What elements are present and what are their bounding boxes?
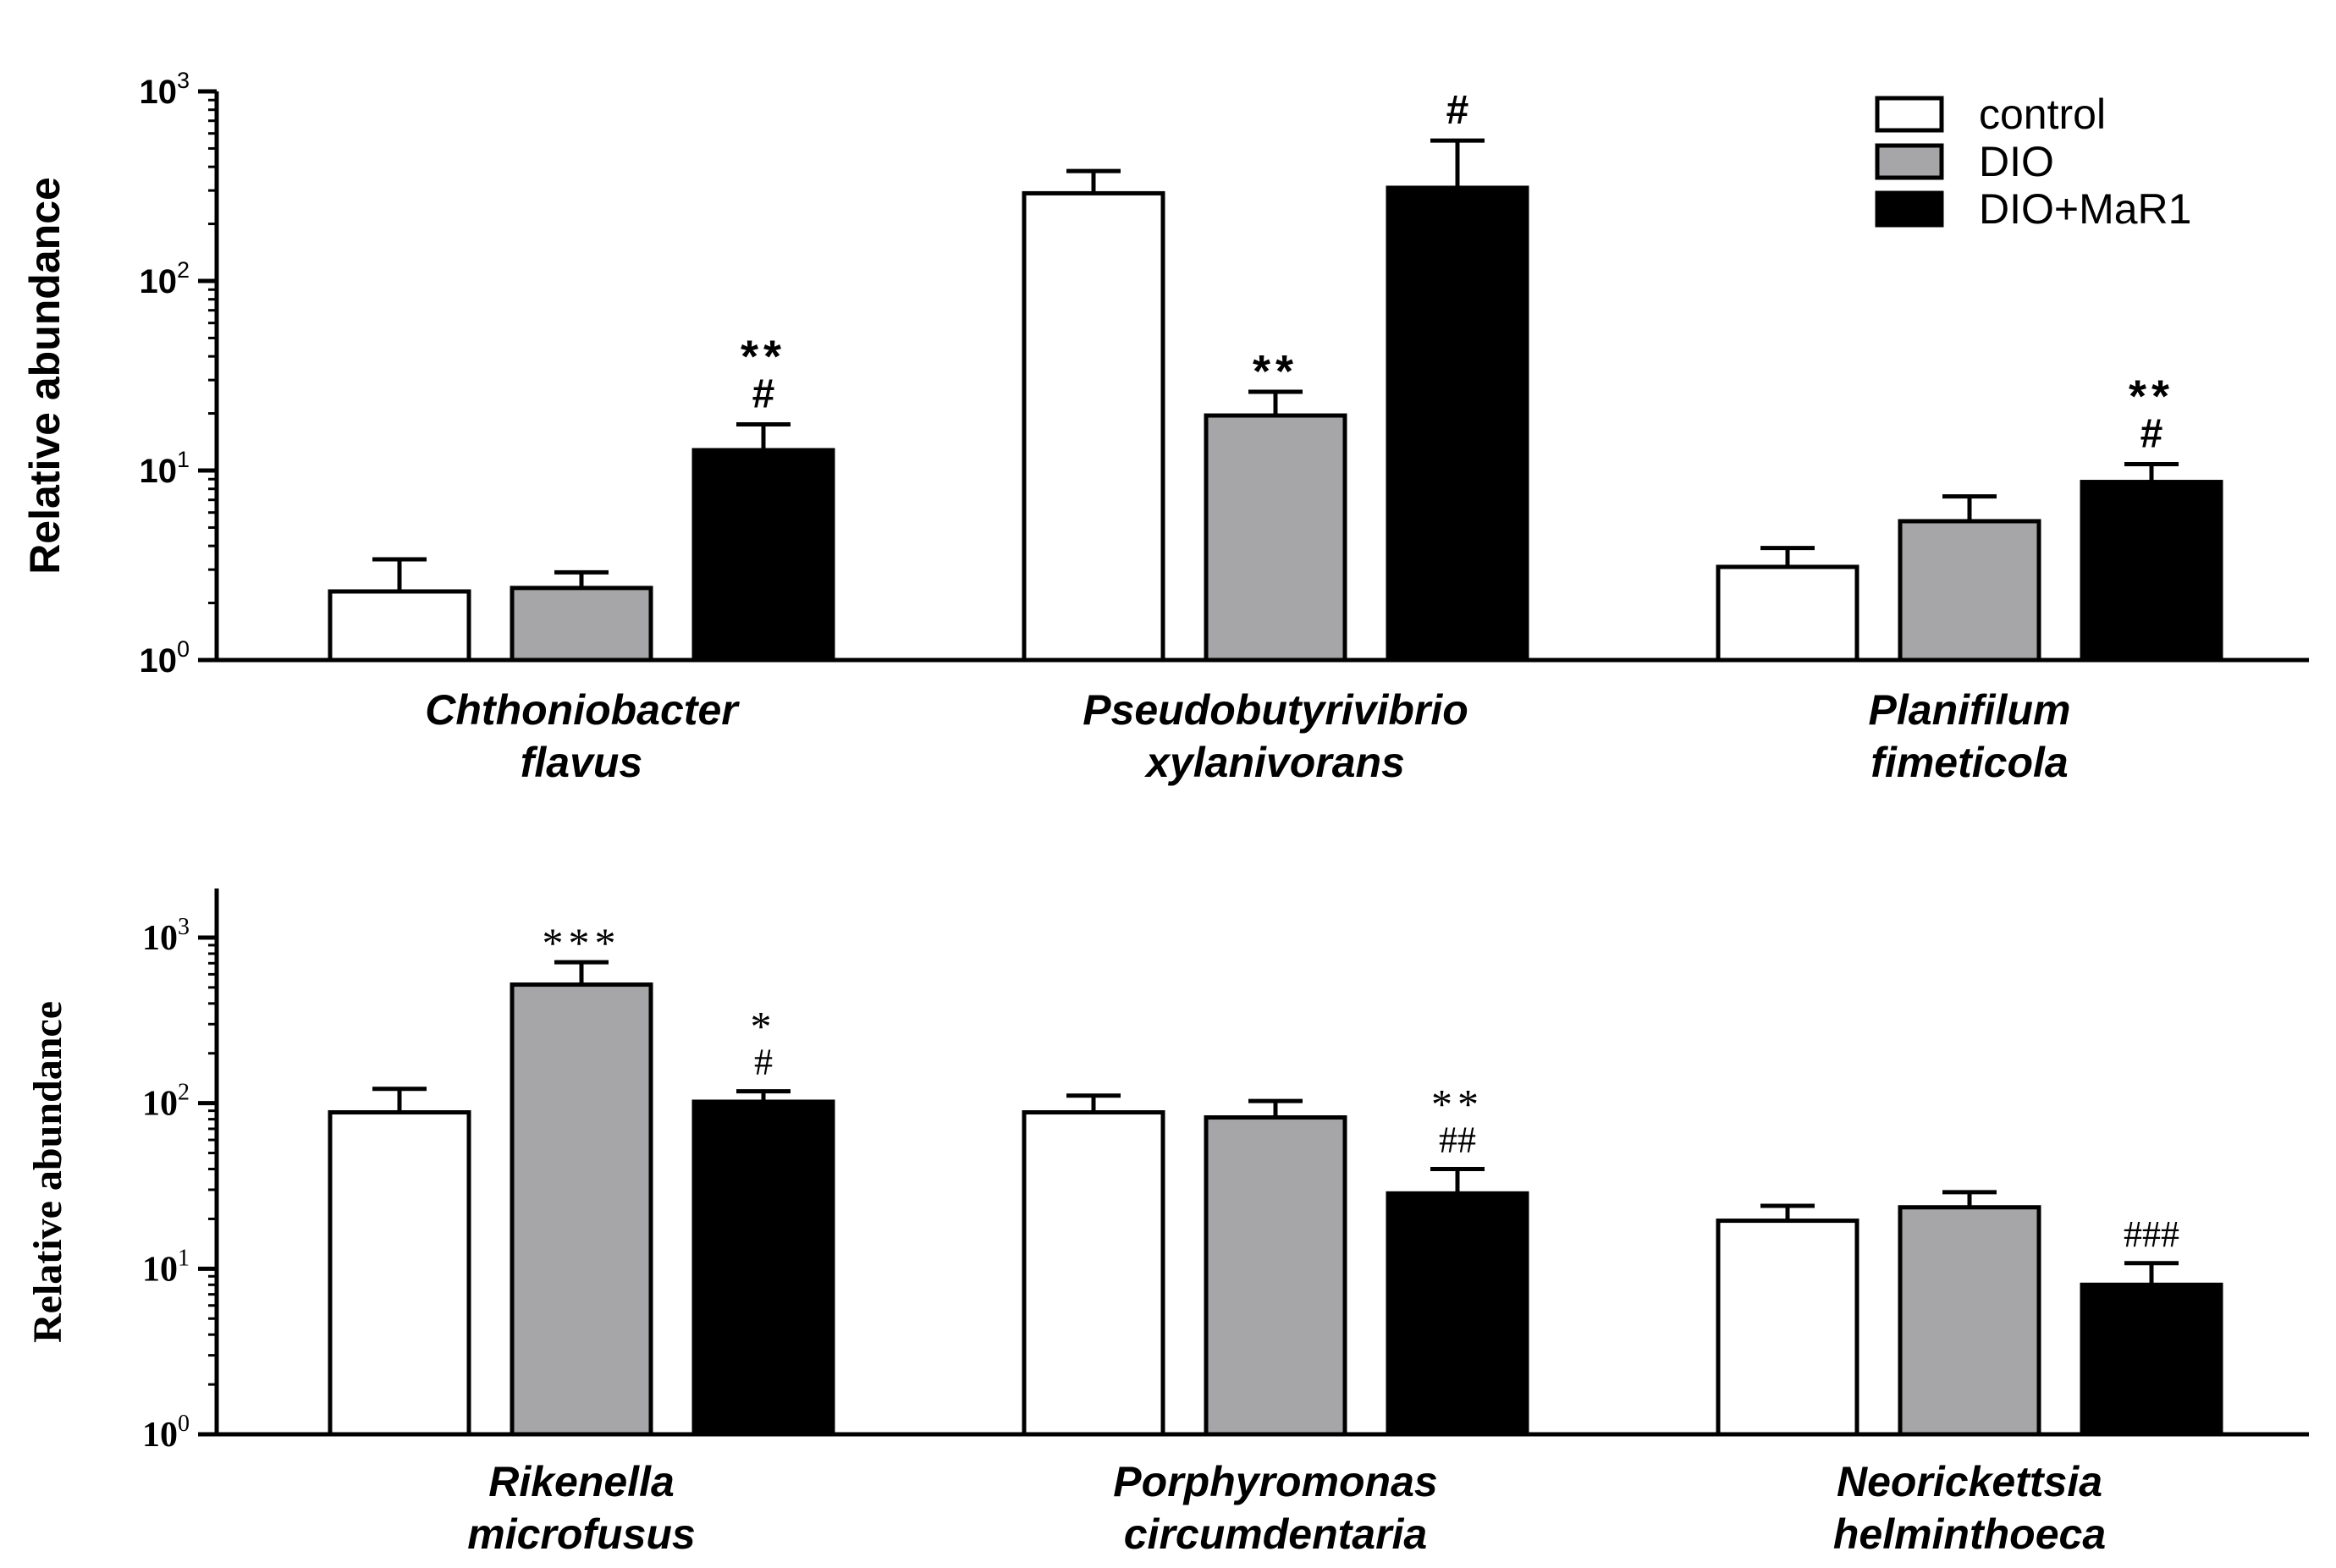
bar-control-porphyromonas [1022, 1110, 1165, 1437]
significance-hash: # [752, 372, 775, 417]
y-tick-label: 100 [142, 1411, 190, 1455]
significance-stars: * [751, 1003, 777, 1050]
bar-control-pseudobutyrivibrio [1022, 190, 1165, 663]
category-label-genus: Chthoniobacter [425, 686, 740, 734]
category-label-species: circumdentaria [1124, 1510, 1427, 1558]
significance-stars: *** [543, 919, 621, 966]
bar-control-chthoniobacter [328, 589, 471, 663]
category-label-genus: Neorickettsia [1837, 1458, 2102, 1505]
y-tick-label: 101 [139, 447, 190, 490]
y-tick-label: 103 [142, 914, 190, 958]
significance-hash: # [754, 1042, 773, 1083]
significance-stars: ** [741, 332, 786, 382]
significance-stars: ** [1253, 346, 1298, 397]
legend-swatch-dio [1875, 143, 1944, 180]
bar-control-planifilum [1716, 564, 1859, 663]
significance-hash: ### [2124, 1213, 2179, 1255]
category-label-genus: Porphyromonas [1113, 1458, 1437, 1505]
legend-label-control: control [1979, 91, 2106, 138]
significance-stars: ** [2129, 371, 2174, 422]
category-label-species: xylanivorans [1143, 739, 1405, 786]
y-tick-label: 102 [139, 257, 190, 300]
bar-dio-mar1-rikenella [691, 1099, 835, 1437]
bar-dio-mar1-porphyromonas [1386, 1191, 1529, 1437]
category-label-genus: Rikenella [488, 1458, 675, 1505]
significance-stars: ** [1431, 1081, 1484, 1128]
y-axis-label: Relative abundance [21, 177, 69, 575]
top-bar-chart: 100 101 102 103 Relative abundance Chthonioba… [21, 68, 2309, 786]
category-label-species: flavus [521, 739, 643, 786]
bar-dio-porphyromonas [1204, 1115, 1347, 1437]
legend-label-dio: DIO [1979, 138, 2054, 185]
bar-control-neorickettsia [1716, 1219, 1859, 1437]
bar-dio-neorickettsia [1898, 1205, 2041, 1437]
legend-label-dio-mar1: DIO+MaR1 [1979, 185, 2191, 233]
bar-dio-mar1-chthoniobacter [691, 448, 835, 663]
y-axis-label: Relative abundance [25, 1001, 70, 1343]
significance-hash: ## [1439, 1120, 1476, 1161]
bar-dio-pseudobutyrivibrio [1204, 413, 1347, 663]
y-tick-label: 100 [139, 636, 190, 679]
bar-dio-mar1-planifilum [2080, 480, 2223, 663]
category-label-genus: Planifilum [1869, 686, 2071, 734]
category-label-species: fimeticola [1870, 739, 2068, 786]
bar-control-rikenella [328, 1110, 471, 1437]
y-tick-label: 103 [139, 68, 190, 111]
y-tick-label: 102 [142, 1080, 190, 1124]
bar-dio-chthoniobacter [510, 586, 653, 663]
bar-dio-rikenella [510, 982, 653, 1437]
significance-hash: # [1446, 88, 1469, 133]
bar-dio-mar1-neorickettsia [2080, 1282, 2223, 1437]
bar-dio-mar1-pseudobutyrivibrio [1386, 185, 1529, 663]
category-label-species: microfusus [467, 1510, 696, 1558]
legend-swatch-control [1875, 96, 1944, 133]
bottom-bar-chart: 100 101 102 103 Relative abundance Rikenella m… [25, 889, 2309, 1558]
category-label-species: helminthoeca [1833, 1510, 2106, 1558]
y-tick-label: 101 [142, 1245, 190, 1289]
significance-hash: # [2140, 412, 2163, 457]
category-label-genus: Pseudobutyrivibrio [1083, 686, 1468, 734]
bar-dio-planifilum [1898, 519, 2041, 663]
legend-swatch-dio-mar1 [1875, 190, 1944, 228]
